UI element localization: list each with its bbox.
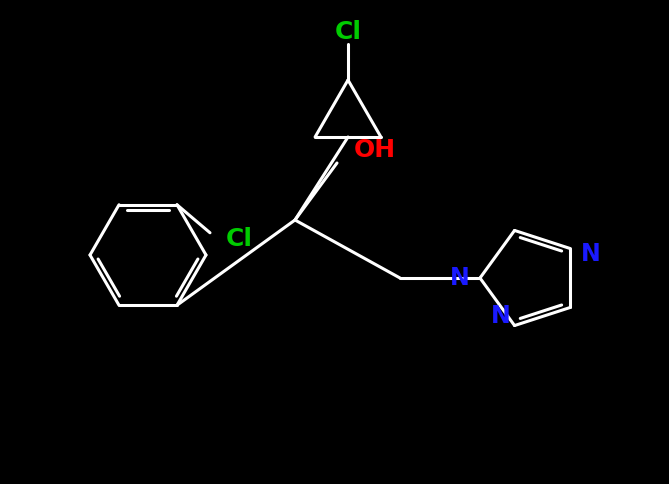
Text: OH: OH bbox=[354, 138, 396, 162]
Text: N: N bbox=[491, 303, 510, 328]
Text: N: N bbox=[450, 266, 470, 290]
Text: N: N bbox=[581, 242, 600, 266]
Text: Cl: Cl bbox=[226, 227, 253, 251]
Text: Cl: Cl bbox=[334, 20, 361, 44]
